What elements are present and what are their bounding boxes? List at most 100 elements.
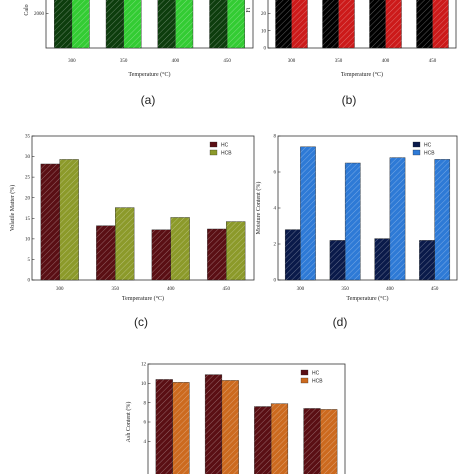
x-tick-label-b: 300 — [288, 59, 296, 64]
x-tick-label-d: 350 — [341, 287, 349, 292]
bar-hatch-e — [155, 379, 173, 474]
bar-hatch-e — [172, 382, 190, 474]
bar-hatch-d — [285, 229, 301, 280]
x-tick-label-a: 350 — [120, 59, 128, 64]
bar-hatch-a — [71, 0, 90, 48]
bar-hatch-d — [389, 157, 406, 280]
legend-swatch-d-hc — [412, 141, 421, 148]
bar-hatch-c — [207, 228, 227, 280]
plot-frame-c — [31, 135, 255, 281]
bar-hatch-e — [320, 409, 338, 474]
bar-hatch-c — [226, 221, 246, 280]
y-tick-label-e: 6 — [144, 421, 147, 426]
y-tick-label-c: 0 — [28, 279, 31, 284]
bar-hatch-b — [432, 0, 449, 48]
bar-hatch-e — [205, 374, 222, 474]
y-tick-label-d: 8 — [274, 135, 277, 140]
y-tick-label-c: 5 — [28, 258, 31, 263]
y-tick-label-c: 35 — [25, 135, 31, 140]
legend-swatch-e-hc — [300, 369, 309, 376]
y-axis-label-c: Volatile Matter (%) — [9, 185, 16, 232]
y-tick-label-e: 10 — [141, 382, 147, 387]
y-tick-label-c: 30 — [25, 155, 31, 160]
chart-panel-d: 0 2 4 6 8 300 350 400 450 Temperature (°C) Moistur… — [255, 135, 458, 302]
legend-label-d-hc: HC — [424, 143, 432, 149]
y-axis-label-a: Calo — [24, 4, 30, 15]
bar-hatch-b — [369, 0, 386, 48]
chart-panel-b: 20 10 0 300 350 400 450 Temperature (°C) Fi — [246, 0, 457, 78]
legend-label-e-hc: HC — [312, 371, 320, 377]
bar-hatch-b — [338, 0, 355, 48]
x-axis-label-b: Temperature (°C) — [341, 71, 383, 78]
bar-hatch-d — [434, 159, 450, 280]
bar-hatch-c — [151, 229, 171, 280]
bar-hatch-a — [157, 0, 176, 48]
bar-hatch-b — [322, 0, 339, 48]
y-axis-label-d: Moisture Content (%) — [255, 182, 262, 235]
bar-hatch-a — [123, 0, 142, 48]
bar-hatch-a — [106, 0, 124, 48]
plot-frame-a — [45, 0, 254, 49]
bar-hatch-d — [345, 163, 361, 280]
bar-hatch-c — [96, 225, 116, 280]
y-tick-label-c: 10 — [25, 237, 31, 242]
y-tick-label-b: 0 — [264, 47, 267, 52]
bar-hatch-d — [374, 238, 390, 280]
bar-hatch-b — [275, 0, 292, 48]
y-tick-label-a: 2000 — [34, 12, 45, 17]
y-tick-label-c: 15 — [25, 217, 31, 222]
legend-label-c-hc: HC — [221, 143, 229, 149]
bar-hatch-d — [329, 240, 346, 280]
legend-swatch-c-hc — [209, 141, 218, 148]
panel-label-c: (c) — [134, 315, 148, 329]
legend-swatch-d-hcb — [412, 149, 421, 156]
bar-hatch-a — [54, 0, 72, 48]
bar-hatch-e — [303, 408, 321, 474]
legend-swatch-c-hcb — [209, 149, 218, 156]
bar-hatch-b — [291, 0, 308, 48]
legend-label-e-hcb: HCB — [312, 379, 323, 385]
x-axis-label-c: Temperature (°C) — [122, 295, 164, 302]
legend-label-d-hcb: HCB — [424, 151, 435, 157]
x-tick-label-a: 400 — [172, 59, 180, 64]
y-tick-label-e: 4 — [144, 440, 147, 445]
y-tick-label-d: 2 — [274, 243, 277, 248]
bar-hatch-c — [59, 159, 79, 280]
x-tick-label-d: 300 — [297, 287, 305, 292]
y-axis-label-b: Fi — [246, 7, 252, 12]
bar-hatch-b — [416, 0, 433, 48]
x-tick-label-b: 400 — [382, 59, 390, 64]
y-tick-label-b: 10 — [261, 29, 267, 34]
y-tick-label-e: 8 — [144, 401, 147, 406]
bar-hatch-c — [40, 163, 60, 280]
bar-hatch-e — [271, 403, 288, 474]
bar-hatch-e — [221, 380, 239, 474]
x-tick-label-c: 350 — [112, 287, 120, 292]
bar-hatch-c — [115, 207, 135, 280]
y-tick-label-e: 12 — [141, 363, 147, 368]
y-tick-label-d: 0 — [274, 279, 277, 284]
x-tick-label-a: 450 — [223, 59, 231, 64]
chart-panel-a: 2000 300 350 400 450 Temperature (°C) Calo — [24, 0, 254, 78]
y-tick-label-d: 6 — [274, 171, 277, 176]
x-tick-label-c: 400 — [167, 287, 175, 292]
bar-hatch-a — [227, 0, 245, 48]
x-tick-label-c: 450 — [223, 287, 231, 292]
y-axis-label-e: Ash Content (%) — [125, 402, 132, 443]
y-tick-label-b: 20 — [261, 12, 267, 17]
panel-label-d: (d) — [333, 315, 348, 329]
bar-hatch-b — [385, 0, 402, 48]
x-tick-label-a: 300 — [68, 59, 76, 64]
x-tick-label-b: 450 — [429, 59, 437, 64]
chart-panel-c: 0 5 10 15 20 25 30 35 300 350 400 450 Temperature (°… — [9, 135, 255, 302]
bar-hatch-e — [254, 406, 272, 474]
legend-swatch-e-hcb — [300, 377, 309, 384]
x-tick-label-d: 400 — [386, 287, 394, 292]
x-axis-label-a: Temperature (°C) — [128, 71, 170, 78]
x-tick-label-d: 450 — [431, 287, 439, 292]
y-tick-label-c: 25 — [25, 176, 31, 181]
panel-label-b: (b) — [342, 93, 357, 107]
y-tick-label-d: 4 — [274, 207, 277, 212]
